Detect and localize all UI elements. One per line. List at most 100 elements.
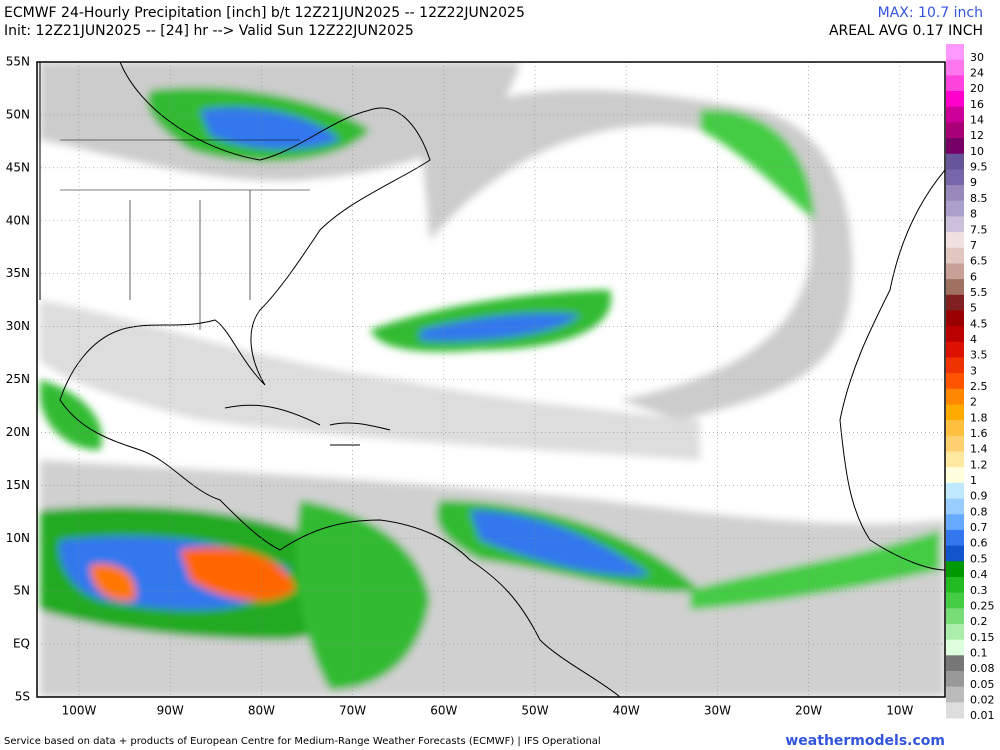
lat-label: 5S [15, 690, 30, 704]
precip-blue [200, 107, 340, 150]
precip-blue [470, 510, 650, 576]
colorbar-swatch [946, 185, 964, 202]
lat-label: 5N [13, 584, 30, 598]
lon-label: 30W [704, 704, 731, 718]
coastlines [39, 62, 945, 697]
lat-label: EQ [13, 637, 30, 651]
colorbar-label: 12 [970, 129, 984, 142]
lat-label: 15N [6, 478, 30, 492]
colorbar-swatch [946, 357, 964, 374]
colorbar-swatch [946, 608, 964, 625]
colorbar-label: 30 [970, 51, 984, 64]
precip-green [40, 380, 102, 450]
colorbar-label: 2 [970, 396, 977, 409]
colorbar-label: 10 [970, 145, 984, 158]
colorbar-label: 0.01 [970, 709, 995, 722]
precip-green [296, 500, 430, 690]
colorbar-label: 0.4 [970, 568, 988, 581]
colorbar-label: 0.8 [970, 505, 988, 518]
lat-label: 55N [6, 55, 30, 69]
colorbar-label: 0.7 [970, 521, 988, 534]
colorbar-label: 0.5 [970, 552, 988, 565]
colorbar-label: 9 [970, 176, 977, 189]
coastline-africa [839, 169, 945, 571]
site: weathermodels.com [785, 733, 945, 749]
lat-label: 45N [6, 160, 30, 174]
colorbar-swatch [946, 686, 964, 703]
colorbar-swatch [946, 388, 964, 406]
colorbar-label: 8 [970, 208, 977, 221]
map [37, 62, 945, 697]
subtitle: Init: 12Z21JUN2025 -- [24] hr --> Valid … [4, 23, 414, 39]
precip-blue [420, 313, 580, 342]
colorbar-swatch [946, 91, 964, 108]
coastline-americas [39, 62, 621, 697]
colorbar-label: 0.3 [970, 584, 988, 597]
lat-label: 10N [6, 531, 30, 545]
colorbar-label: 4 [970, 333, 977, 346]
colorbar-label: 0.9 [970, 490, 988, 503]
colorbar-label: 6 [970, 270, 977, 283]
colorbar-label: 0.1 [970, 646, 988, 659]
lon-label: 90W [157, 704, 184, 718]
colorbar-swatch [946, 576, 964, 594]
colorbar-swatch [946, 420, 964, 437]
borders [60, 139, 310, 330]
map-frame [36, 61, 946, 698]
colorbar-swatch [946, 655, 964, 672]
colorbar-swatch [946, 279, 964, 296]
lon-label: 80W [248, 704, 275, 718]
max-value: MAX: 10.7 inch [878, 5, 983, 21]
colorbar-label: 0.15 [970, 631, 995, 644]
colorbar-swatch [946, 435, 964, 453]
colorbar-label: 0.6 [970, 537, 988, 550]
lon-label: 60W [430, 704, 457, 718]
lon-label: 70W [339, 704, 366, 718]
areal-average: AREAL AVG 0.17 INCH [829, 23, 983, 39]
precip-green [690, 530, 940, 610]
colorbar-swatch [946, 247, 964, 264]
lat-label: 20N [6, 425, 30, 439]
colorbar-swatch [946, 106, 964, 123]
colorbar-label: 1 [970, 474, 977, 487]
lat-label: 40N [6, 213, 30, 227]
colorbar-label: 8.5 [970, 192, 988, 205]
colorbar-label: 7 [970, 239, 977, 252]
colorbar-swatch [946, 232, 964, 249]
credit: Service based on data + products of Euro… [4, 736, 601, 747]
colorbar-swatch [946, 310, 964, 327]
colorbar-label: 0.25 [970, 599, 995, 612]
colorbar-swatch [946, 670, 964, 688]
graticule [37, 62, 945, 697]
colorbar-label: 7.5 [970, 223, 988, 236]
colorbar-swatch [946, 169, 964, 186]
colorbar-label: 1.4 [970, 443, 988, 456]
colorbar-swatch [946, 153, 964, 170]
colorbar-label: 1.8 [970, 411, 988, 424]
colorbar-swatch [946, 545, 964, 562]
colorbar-label: 6.5 [970, 255, 988, 268]
colorbar-label: 9.5 [970, 161, 988, 174]
lon-label: 20W [795, 704, 822, 718]
colorbar-label: 14 [970, 114, 984, 127]
colorbar-label: 16 [970, 98, 984, 111]
coastline-caribbean [224, 404, 391, 446]
colorbar-swatch [946, 639, 964, 656]
colorbar-swatch [946, 498, 964, 515]
colorbar-swatch [946, 482, 964, 500]
colorbar-label: 20 [970, 82, 984, 95]
colorbar-swatch [946, 702, 964, 719]
colorbar-swatch [946, 326, 964, 343]
colorbar-label: 3 [970, 364, 977, 377]
lon-label: 10W [886, 704, 913, 718]
colorbar-swatch [946, 514, 964, 531]
precip-field [40, 62, 945, 697]
colorbar-swatch [946, 263, 964, 280]
colorbar-label: 5 [970, 302, 977, 315]
colorbar-swatch [946, 404, 964, 421]
colorbar-label: 0.2 [970, 615, 988, 628]
lat-label: 30N [6, 319, 30, 333]
lon-label: 50W [521, 704, 548, 718]
precip-orange [90, 564, 136, 601]
